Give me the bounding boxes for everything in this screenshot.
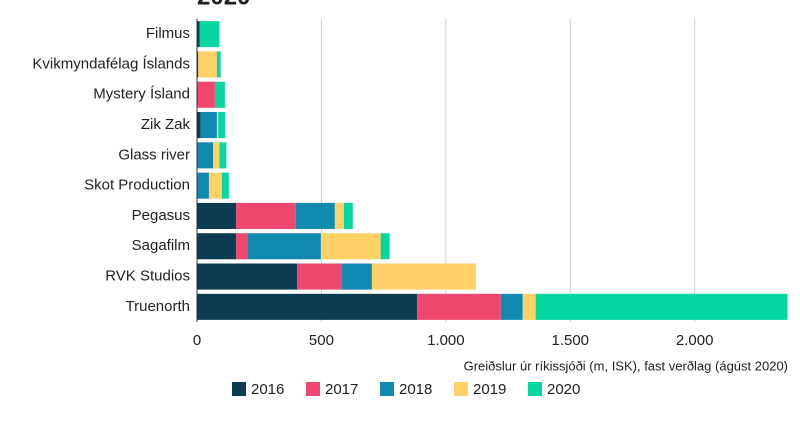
bar-segment [500,293,523,320]
y-tick-label: RVK Studios [105,268,190,285]
y-tick-label: Zik Zak [141,116,191,133]
bar-segment [343,202,353,229]
x-tick-label: 1.000 [427,332,465,349]
y-tick-label: Truenorth [126,298,190,315]
x-tick-label: 500 [309,332,334,349]
x-tick-label: 1.500 [551,332,589,349]
x-tick-label: 0 [193,332,201,349]
bar-segment [197,202,237,229]
bar-segment [200,112,217,139]
legend-label: 2019 [473,381,506,398]
legend-label: 2017 [325,381,358,398]
bar-segment [221,172,229,199]
bar-segment [320,233,381,260]
bar-segment [197,112,201,139]
bar-segment [334,202,344,229]
bar-segment [197,81,215,108]
chart-title: 2020 [197,0,250,10]
bar-segment [295,202,335,229]
bar-segment [371,263,476,290]
bar-segment [236,202,296,229]
bar-segment [197,51,199,78]
legend-swatch [232,382,246,396]
x-tick-label: 2.000 [676,332,714,349]
y-tick-label: Kvikmyndafélag Íslands [32,55,190,72]
y-tick-label: Filmus [146,25,190,42]
bar-segment [248,233,321,260]
x-axis-label: Greiðslur úr ríkissjóði (m, ISK), fast v… [464,358,788,373]
bar-segment [416,293,501,320]
legend-swatch [306,382,320,396]
legend-label: 2020 [547,381,580,398]
y-tick-label: Pegasus [132,207,190,224]
legend-label: 2018 [399,381,432,398]
bar-segment [197,233,237,260]
bar-segment [236,233,249,260]
bar-segment [197,142,214,169]
bar-segment [522,293,536,320]
bar-segment [216,112,219,139]
bar-segment [199,21,220,48]
legend-label: 2016 [251,381,284,398]
bar-segment [297,263,343,290]
bar-segment [380,233,390,260]
bar-segment [208,172,222,199]
bar-segment [213,142,220,169]
y-tick-label: Glass river [118,146,190,163]
bar-segment [197,21,200,48]
legend-swatch [454,382,468,396]
y-tick-label: Mystery Ísland [93,86,190,103]
legend-swatch [528,382,542,396]
bar-segment [219,142,227,169]
y-tick-label: Sagafilm [132,237,190,254]
bar-segment [198,51,217,78]
bar-segment [197,293,417,320]
bar-segment [197,172,209,199]
bar-segment [342,263,372,290]
bar-segment [535,293,788,320]
bar-segment [214,81,225,108]
y-tick-label: Skot Production [84,177,190,194]
bar-segment [197,263,298,290]
legend-swatch [380,382,394,396]
bar-segment [216,51,221,78]
bar-segment [218,112,226,139]
